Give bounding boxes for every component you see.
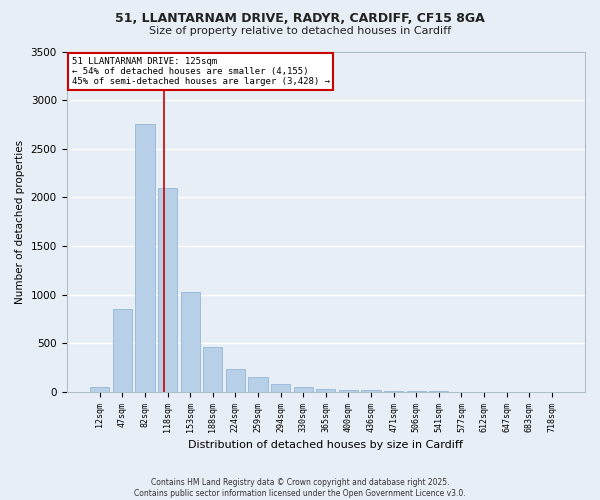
Bar [293,386,313,392]
Bar [113,310,132,392]
Bar [271,384,290,392]
Bar [158,188,177,392]
Bar [90,387,109,392]
Bar [407,391,426,392]
Bar [248,378,268,392]
Y-axis label: Number of detached properties: Number of detached properties [15,140,25,304]
X-axis label: Distribution of detached houses by size in Cardiff: Distribution of detached houses by size … [188,440,463,450]
Bar [226,368,245,392]
Text: Size of property relative to detached houses in Cardiff: Size of property relative to detached ho… [149,26,451,36]
Bar [136,124,155,392]
Text: Contains HM Land Registry data © Crown copyright and database right 2025.
Contai: Contains HM Land Registry data © Crown c… [134,478,466,498]
Bar [316,389,335,392]
Text: 51 LLANTARNAM DRIVE: 125sqm
← 54% of detached houses are smaller (4,155)
45% of : 51 LLANTARNAM DRIVE: 125sqm ← 54% of det… [72,56,330,86]
Bar [384,391,403,392]
Text: 51, LLANTARNAM DRIVE, RADYR, CARDIFF, CF15 8GA: 51, LLANTARNAM DRIVE, RADYR, CARDIFF, CF… [115,12,485,26]
Bar [203,347,223,392]
Bar [181,292,200,392]
Bar [339,390,358,392]
Bar [361,390,380,392]
